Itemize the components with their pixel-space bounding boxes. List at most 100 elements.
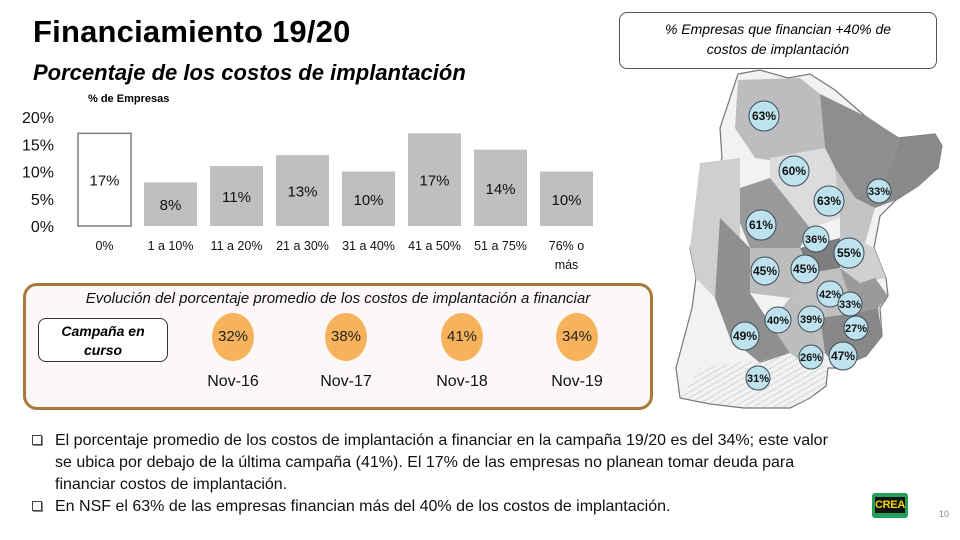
argentina-map: 63%60%33%63%61%36%55%45% 45%42%33%27%40% 3… (675, 69, 943, 409)
bar (408, 133, 461, 226)
campaign-label-line2: curso (83, 342, 123, 358)
map-bubble (837, 291, 863, 317)
map-bubble-label: 36% (805, 234, 827, 246)
bar-data-label: 10% (353, 192, 383, 209)
map-bubble (833, 237, 865, 269)
page-title: Financiamiento 19/20 (33, 14, 351, 49)
map-bubble (750, 256, 780, 286)
map-bubble-label: 61% (749, 218, 773, 232)
map-bubble (748, 100, 780, 132)
y-tick-label: 15% (22, 137, 54, 154)
evolution-panel: Evolución del porcentaje promedio de los… (23, 283, 653, 410)
bar (210, 166, 263, 226)
bar (276, 155, 329, 226)
map-bubble-label: 47% (831, 349, 855, 363)
x-tick-label: 1 a 10% (148, 239, 194, 253)
map-bubble (797, 305, 825, 333)
x-tick-label: 51 a 75% (474, 239, 527, 253)
bullet-item: En NSF el 63% de las empresas financian … (32, 496, 932, 518)
bar-data-label: 10% (551, 192, 581, 209)
page-number: 10 (939, 509, 950, 519)
evolution-circle-nov17: 38% (325, 313, 367, 361)
map-bubble-label: 33% (868, 186, 890, 198)
map-bubble-label: 33% (839, 299, 861, 311)
bar (540, 171, 593, 226)
map-bubble-label: 42% (819, 289, 841, 301)
evolution-circle-nov16: 32% (212, 313, 254, 361)
campaign-label-line1: Campaña en (61, 323, 145, 339)
evolution-label-nov19: Nov-19 (551, 373, 603, 390)
map-bubble (866, 178, 892, 204)
map-bubble (790, 254, 820, 284)
map-region-litoral-norte (835, 168, 875, 243)
map-bubble-label: 26% (800, 352, 822, 364)
map-bubble (745, 365, 771, 391)
map-title-box: % Empresas que financian +40% de costos … (619, 12, 937, 69)
map-bubble (745, 209, 777, 241)
map-bubble-label: 40% (767, 315, 789, 327)
x-tick-label: 21 a 30% (276, 239, 329, 253)
map-bubble (764, 306, 792, 334)
campaign-label-box: Campaña en curso (38, 318, 168, 362)
bullet-list: El porcentaje promedio de los costos de … (32, 430, 932, 518)
checkbox-bullet-icon (32, 501, 42, 511)
bullet-1-line2: se ubica por debajo de la última campaña… (55, 454, 795, 471)
bar-data-label: 14% (485, 181, 515, 198)
map-bubble-label: 49% (733, 329, 757, 343)
evolution-circle-nov19: 34% (556, 313, 598, 361)
evolution-title: Evolución del porcentaje promedio de los… (85, 290, 591, 307)
map-bubble (843, 315, 869, 341)
map-bubble (778, 155, 810, 187)
bullet-item: El porcentaje promedio de los costos de … (32, 430, 932, 496)
bar-data-label: 17% (89, 173, 119, 190)
bar (342, 171, 395, 226)
x-tick-label: más (555, 258, 579, 272)
x-tick-label: 0% (95, 239, 113, 253)
page-subtitle: Porcentaje de los costos de implantación (33, 60, 466, 85)
bar-data-label: 17% (419, 173, 449, 190)
map-bubble (798, 344, 824, 370)
crea-logo-text: CREA (875, 497, 905, 513)
y-tick-label: 10% (22, 165, 54, 182)
x-tick-label: 31 a 40% (342, 239, 395, 253)
map-region-nea-chaco (820, 94, 900, 198)
map-region-noa (735, 78, 825, 163)
bar (77, 132, 132, 227)
map-bubble-label: 60% (782, 164, 806, 178)
bar-data-label: 8% (160, 197, 182, 214)
y-tick-label: 20% (22, 110, 54, 127)
map-bubble-label: 45% (753, 264, 777, 278)
map-bubble-label: 63% (752, 109, 776, 123)
bullet-2-line1: En NSF el 63% de las empresas financian … (55, 498, 671, 515)
x-tick-label: 41 a 50% (408, 239, 461, 253)
y-tick-label: 5% (31, 192, 54, 209)
bar (474, 149, 527, 226)
evolution-circle-nov18: 41% (441, 313, 483, 361)
evolution-label-nov17: Nov-17 (320, 373, 372, 390)
map-bubble (730, 321, 760, 351)
bar-data-label: 13% (287, 184, 317, 201)
map-bubble (802, 225, 830, 253)
map-bubble (813, 185, 845, 217)
map-bubble (828, 341, 858, 371)
bullet-1-line3: financiar costos de implantación. (55, 476, 288, 493)
map-bubble-label: 27% (845, 323, 867, 335)
bar-data-label: 11% (222, 189, 251, 206)
y-axis-label: % de Empresas (88, 93, 170, 105)
map-title-line1: % Empresas que financian +40% de (664, 21, 892, 37)
map-bubble-label: 31% (747, 373, 769, 385)
evolution-label-nov16: Nov-16 (207, 373, 259, 390)
bar (144, 182, 197, 226)
map-bubble-label: 63% (817, 194, 841, 208)
x-tick-label: 11 a 20% (211, 239, 263, 253)
bar-chart: 0% 5% 10% 15% 20% 17% 0% 8% 1 a 10% 11% 11 a 20% 13… (22, 110, 593, 272)
map-bubbles: 63%60%33%63%61%36%55%45% 45%42%33%27%40% 3… (730, 100, 892, 391)
y-tick-label: 0% (31, 219, 54, 236)
map-bubble-label: 45% (793, 262, 817, 276)
map-bubble-label: 55% (837, 246, 861, 260)
x-tick-label: 76% o (549, 239, 584, 253)
checkbox-bullet-icon (32, 435, 42, 445)
map-title-line2: costos de implantación (706, 41, 850, 57)
bullet-1-line1: El porcentaje promedio de los costos de … (55, 432, 828, 449)
evolution-label-nov18: Nov-18 (436, 373, 488, 390)
